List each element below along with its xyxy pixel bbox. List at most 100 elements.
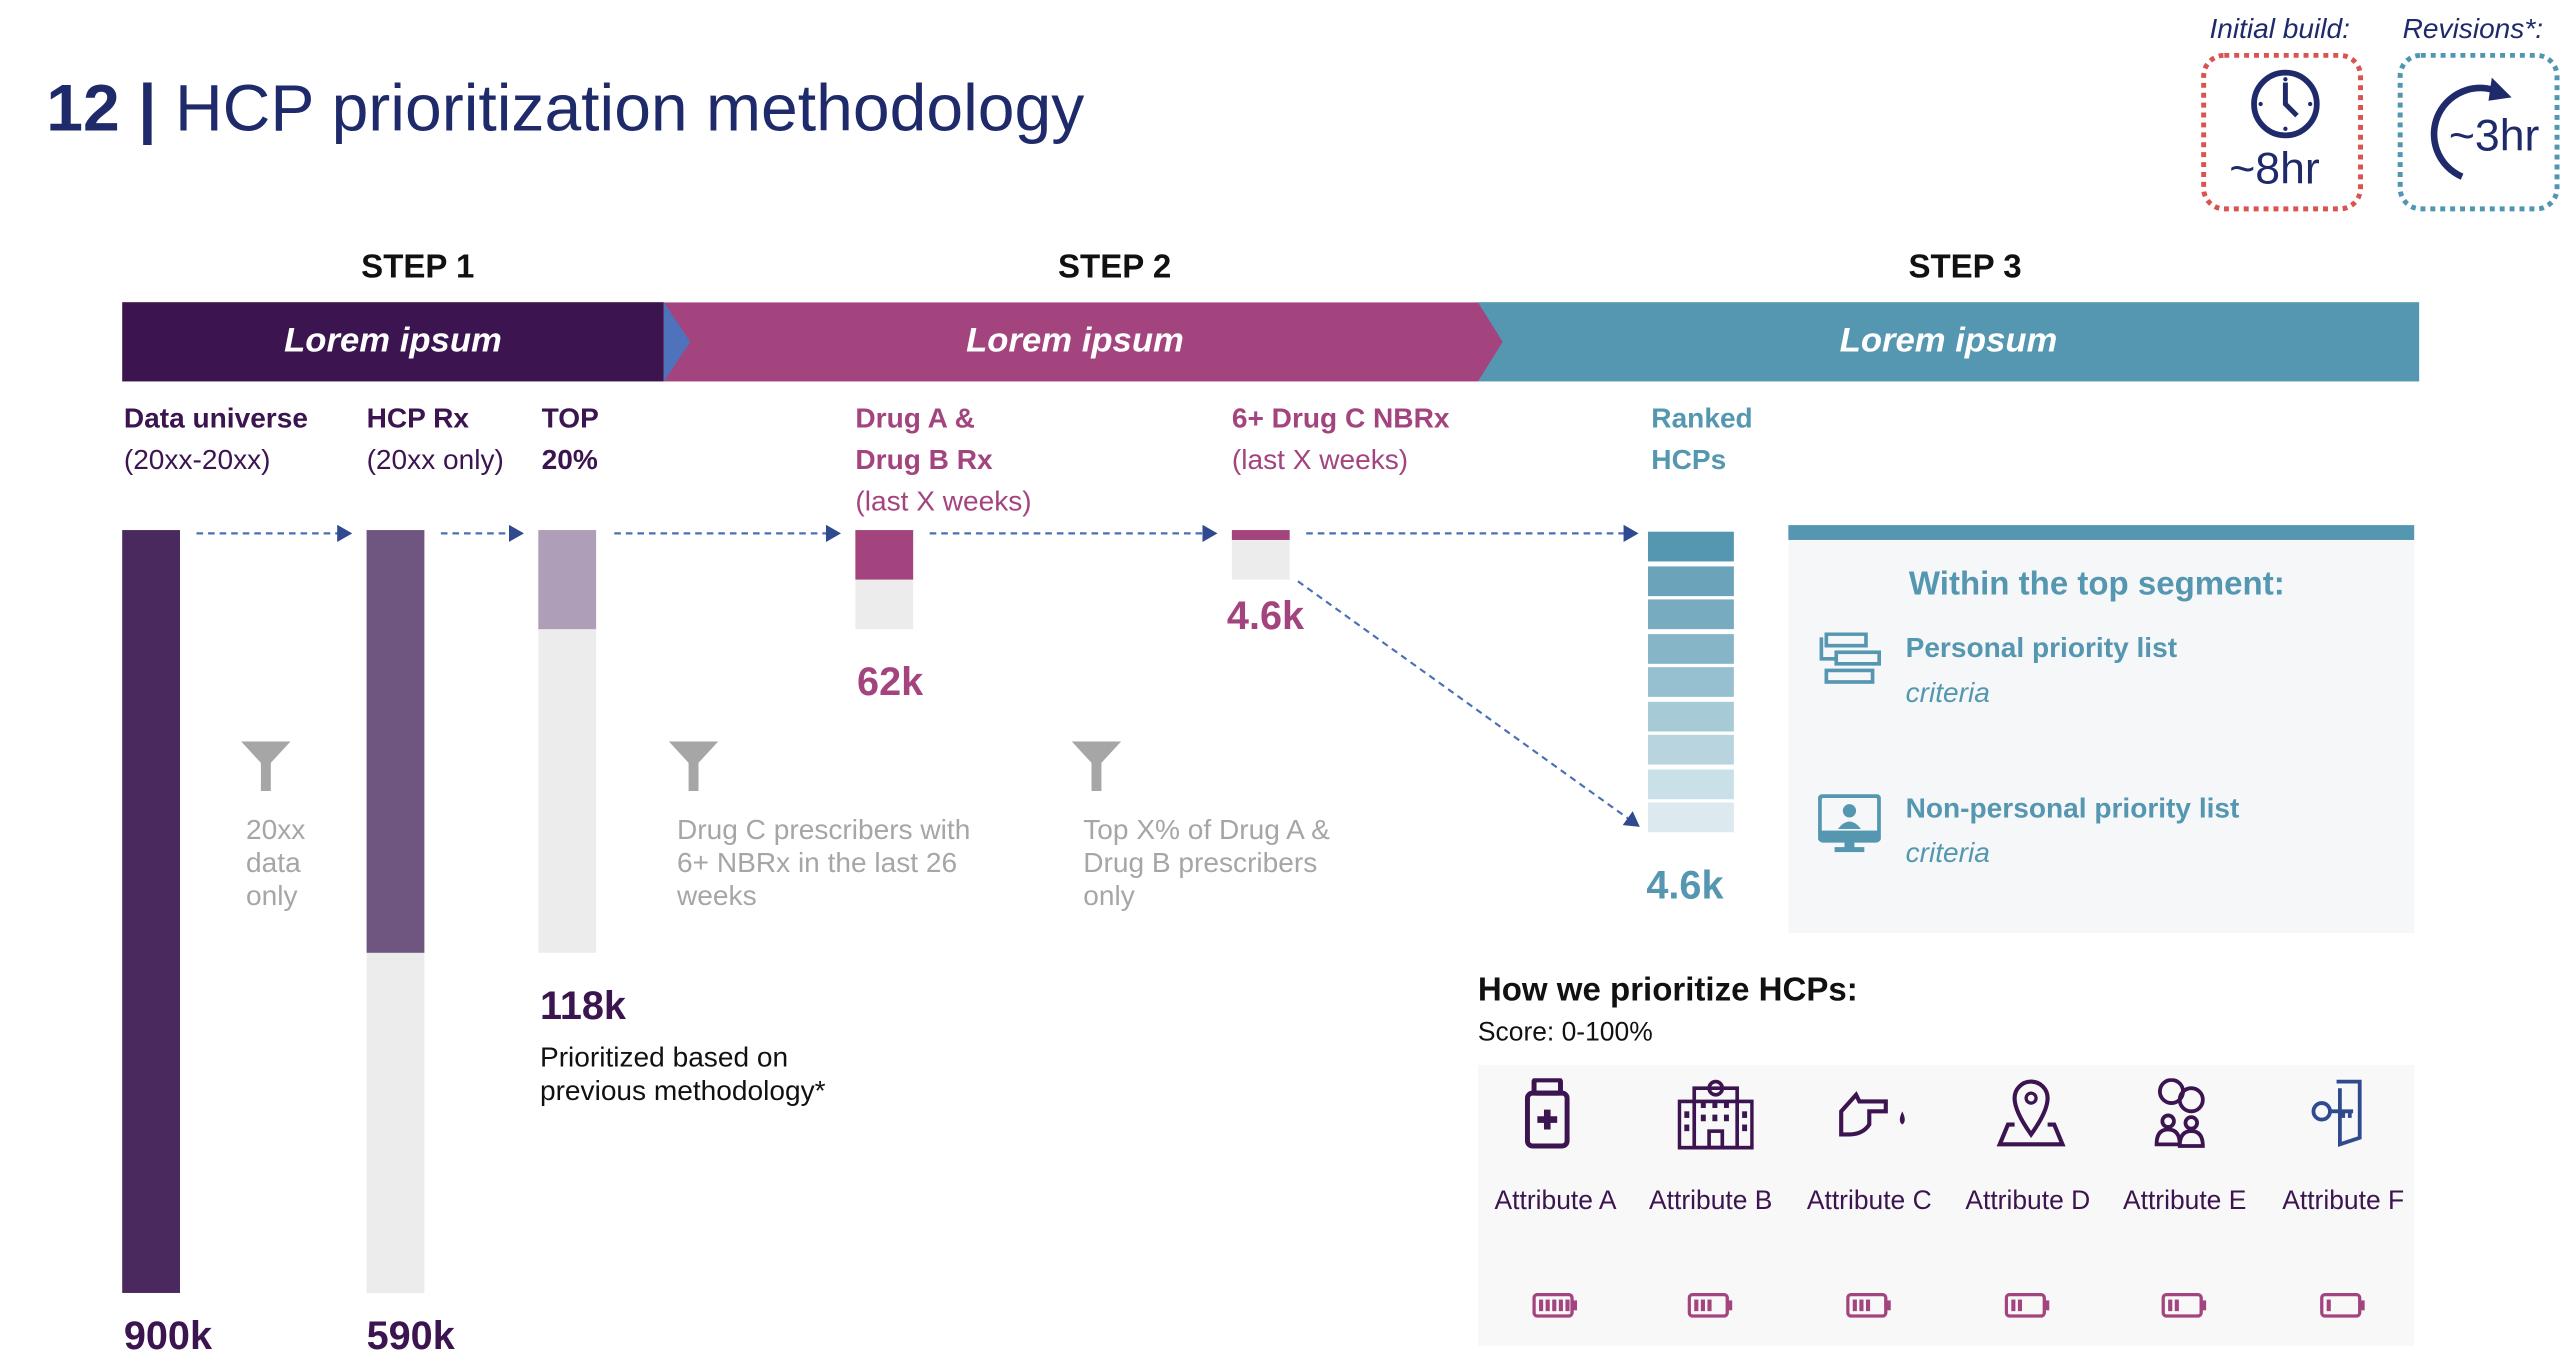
ranked-segment — [1647, 734, 1734, 765]
battery-bar — [1552, 1299, 1557, 1312]
ranked-value: 4.6k — [1646, 863, 1724, 909]
non-personal-list-title: Non-personal priority list — [1905, 792, 2240, 824]
slide-number: 12 — [46, 72, 120, 146]
battery-bar — [2011, 1299, 2016, 1312]
ranked-segment — [1647, 633, 1734, 663]
clock-icon — [2251, 69, 2320, 139]
battery-bar — [2168, 1299, 2173, 1312]
ranked-segment — [1647, 531, 1734, 562]
battery-bar — [1565, 1299, 1570, 1312]
ranked-title-2: HCPs — [1651, 444, 1727, 476]
drug-ab-value: 62k — [857, 660, 924, 706]
drug-c-sub: (last X weeks) — [1231, 444, 1409, 476]
step-2-label: STEP 2 — [1058, 249, 1172, 286]
revisions-label: Revisions*: — [2402, 13, 2544, 45]
step-3-banner-text: Lorem ipsum — [1839, 322, 2058, 360]
attribute-label: Attribute E — [2122, 1187, 2247, 1216]
drug-ab-label: Drug A & Drug B Rx (last X weeks) — [855, 398, 1031, 522]
ranked-label: Ranked HCPs — [1651, 398, 1752, 481]
segment-heading: Within the top segment: — [1908, 566, 2285, 603]
filter-3-text: Top X% of Drug A & Drug B prescribers on… — [1083, 814, 1330, 912]
battery-level-icon — [2004, 1292, 2050, 1318]
battery-bar — [2017, 1299, 2023, 1312]
filter-1-text: 20xx data only — [246, 814, 306, 912]
drug-c-title: 6+ Drug C NBRx — [1231, 402, 1450, 435]
revisions-box: ~3hr — [2397, 52, 2560, 212]
battery-bar — [1539, 1299, 1544, 1312]
funnel-icon — [1071, 741, 1122, 791]
top-value: 118k — [539, 984, 626, 1029]
drug-c-label: 6+ Drug C NBRx (last X weeks) — [1232, 398, 1450, 481]
data-universe-value: 900k — [123, 1314, 213, 1360]
battery-bar — [1694, 1299, 1699, 1312]
step-2-banner-text: Lorem ipsum — [966, 322, 1184, 360]
bar-drug-ab — [855, 530, 914, 580]
hcp-rx-value: 590k — [366, 1314, 455, 1360]
ranked-segment — [1647, 599, 1734, 630]
battery-bar — [1859, 1299, 1864, 1312]
battery-bar — [1707, 1299, 1712, 1312]
initial-build-label: Initial build: — [2209, 13, 2350, 45]
battery-bar — [2174, 1299, 2179, 1312]
attribute-label: Attribute B — [1649, 1187, 1773, 1216]
personal-list-title: Personal priority list — [1905, 632, 2178, 664]
prioritize-title: How we prioritize HCPs: — [1477, 972, 1858, 1009]
priority-list-icon — [1819, 632, 1881, 684]
top-label: TOP 20% — [542, 398, 599, 481]
attribute-label: Attribute D — [1965, 1187, 2091, 1216]
drug-ab-sub: (last X weeks) — [855, 485, 1032, 517]
step-2-banner: Lorem ipsum — [663, 302, 1503, 382]
bar-hcp-rx — [366, 530, 425, 953]
ranked-segment — [1647, 565, 1734, 596]
hcp-rx-title: HCP Rx — [366, 402, 470, 435]
step-3-banner: Lorem ipsum — [1477, 302, 2420, 382]
personal-list-sub: criteria — [1905, 677, 1990, 709]
page-title: 12 | HCP prioritization methodology — [46, 73, 1084, 147]
battery-bar — [1865, 1299, 1871, 1312]
initial-build-value: ~8hr — [2229, 143, 2320, 194]
drug-ab-title-2: Drug B Rx — [855, 444, 993, 476]
segment-panel: Within the top segment: Personal priorit… — [1788, 539, 2415, 933]
title-separator: | — [138, 72, 157, 146]
segment-panel-bar — [1788, 525, 2415, 540]
title-text: HCP prioritization methodology — [174, 72, 1085, 146]
attributes-panel — [1477, 1065, 2415, 1346]
drug-c-value: 4.6k — [1226, 594, 1305, 640]
funnel-icon — [241, 741, 291, 791]
key-door-icon — [2311, 1079, 2362, 1147]
bar-top — [538, 530, 597, 630]
step-1-banner: Lorem ipsum — [122, 302, 664, 382]
hospital-icon — [1677, 1079, 1754, 1150]
battery-level-icon — [2161, 1292, 2207, 1318]
battery-bar — [2326, 1299, 2331, 1312]
medicine-bottle-icon — [1524, 1078, 1570, 1149]
hcp-rx-label: HCP Rx (20xx only) — [367, 398, 504, 481]
bar-drug-c — [1231, 530, 1290, 540]
battery-level-icon — [1532, 1292, 1577, 1318]
data-universe-label: Data universe (20xx-20xx) — [124, 398, 308, 481]
battery-bar — [1852, 1299, 1857, 1312]
circular-arrow-icon — [2430, 77, 2512, 180]
top-note: Prioritized based on previous methodolog… — [539, 1041, 826, 1107]
attribute-label: Attribute A — [1494, 1187, 1617, 1216]
hcp-rx-sub: (20xx only) — [366, 444, 504, 476]
score-label: Score: 0-100% — [1477, 1018, 1653, 1047]
battery-level-icon — [2320, 1292, 2365, 1318]
funnel-icon — [668, 741, 719, 791]
battery-level-icon — [1687, 1292, 1733, 1318]
step-1-label: STEP 1 — [361, 249, 475, 286]
data-universe-title: Data universe — [123, 402, 308, 435]
step-3-label: STEP 3 — [1908, 249, 2022, 286]
monitor-person-icon — [1818, 794, 1881, 853]
attribute-label: Attribute C — [1806, 1187, 1932, 1216]
ranked-segment — [1647, 700, 1734, 731]
map-pin-icon — [1996, 1079, 2066, 1147]
revisions-value: ~3hr — [2448, 110, 2540, 161]
battery-bar — [1558, 1299, 1563, 1312]
non-personal-list-sub: criteria — [1905, 837, 1990, 869]
people-chat-icon — [2154, 1078, 2205, 1148]
battery-bar — [1545, 1299, 1550, 1312]
top-sub: 20% — [541, 444, 598, 476]
